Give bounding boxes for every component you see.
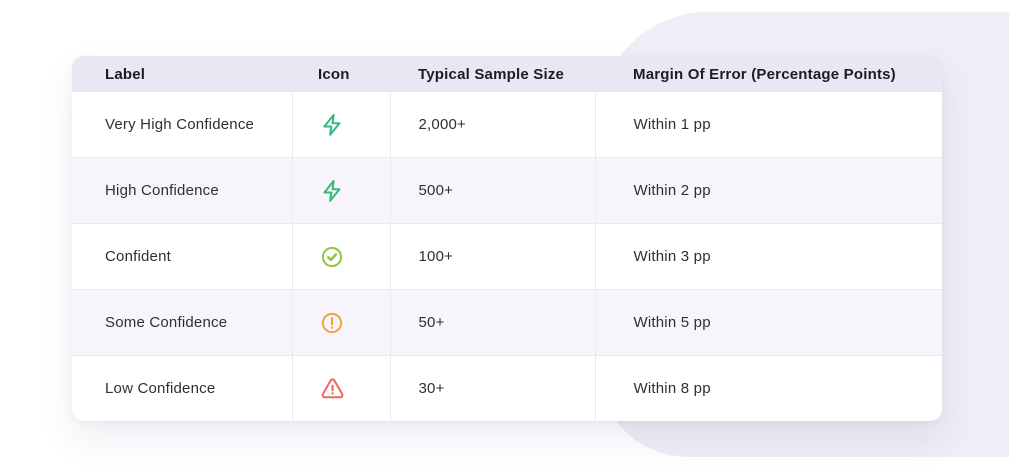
column-header-icon: Icon: [292, 56, 390, 92]
table-row: Some Confidence 50+ Within 5 pp: [72, 289, 942, 356]
lightning-bolt-icon: [319, 112, 390, 138]
table-row: Confident 100+ Within 3 pp: [72, 223, 942, 290]
cell-icon: [292, 223, 391, 290]
table-row: High Confidence 500+ Within 2 pp: [72, 157, 942, 224]
column-header-label: Label: [72, 56, 292, 92]
cell-sample-size: 100+: [390, 223, 596, 290]
table-body: Very High Confidence 2,000+ Within 1 pp Hig…: [72, 92, 942, 421]
warning-triangle-icon: [319, 375, 390, 402]
cell-label: Very High Confidence: [72, 92, 293, 158]
cell-margin-of-error: Within 1 pp: [595, 92, 942, 158]
cell-icon: [292, 289, 391, 356]
cell-label: Some Confidence: [72, 289, 293, 356]
cell-margin-of-error: Within 8 pp: [595, 355, 942, 421]
cell-label: High Confidence: [72, 157, 293, 224]
cell-margin-of-error: Within 2 pp: [595, 157, 942, 224]
table-row: Low Confidence 30+ Within 8 pp: [72, 355, 942, 421]
lightning-bolt-icon: [319, 178, 390, 204]
table-header-row: Label Icon Typical Sample Size Margin Of Er…: [72, 56, 942, 92]
cell-sample-size: 500+: [390, 157, 596, 224]
cell-label: Confident: [72, 223, 293, 290]
cell-icon: [292, 157, 391, 224]
seal-check-icon: [319, 244, 390, 270]
cell-sample-size: 30+: [390, 355, 596, 421]
column-header-margin: Margin Of Error (Percentage Points): [595, 56, 942, 92]
exclamation-circle-icon: [319, 310, 390, 336]
cell-sample-size: 50+: [390, 289, 596, 356]
cell-icon: [292, 92, 391, 158]
confidence-table: Label Icon Typical Sample Size Margin Of Er…: [72, 56, 942, 421]
cell-label: Low Confidence: [72, 355, 293, 421]
table-row: Very High Confidence 2,000+ Within 1 pp: [72, 92, 942, 158]
cell-sample-size: 2,000+: [390, 92, 596, 158]
column-header-sample: Typical Sample Size: [390, 56, 595, 92]
cell-margin-of-error: Within 3 pp: [595, 223, 942, 290]
cell-margin-of-error: Within 5 pp: [595, 289, 942, 356]
confidence-table-card: Label Icon Typical Sample Size Margin Of Er…: [72, 56, 942, 421]
cell-icon: [292, 355, 391, 421]
